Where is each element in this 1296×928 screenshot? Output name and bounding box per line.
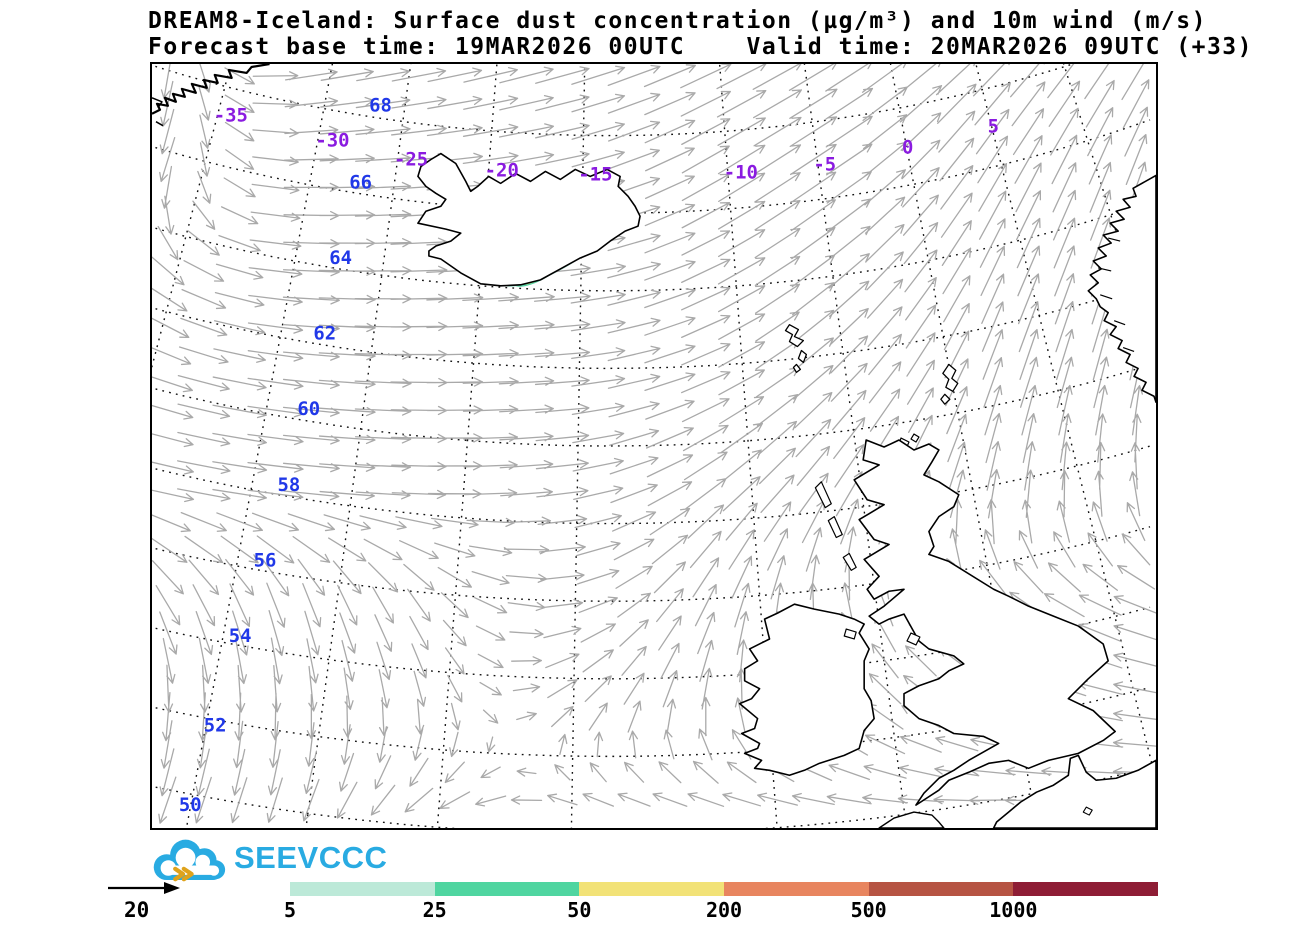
coastline: [1098, 237, 1135, 353]
legend-tick-label: 500: [850, 898, 887, 922]
legend-color-segment: [1013, 882, 1159, 896]
longitude-label: -20: [485, 159, 519, 181]
coastline: [738, 603, 875, 777]
latitude-label: 68: [369, 95, 392, 117]
map-labels-layer: -35 -30 -25 -20 -15 -10 -5 0 5 68 66 64 62 60 58 56 54 52…: [179, 95, 999, 816]
latitude-label: 52: [204, 715, 227, 737]
longitude-label: -10: [724, 161, 758, 183]
coastline: [992, 754, 1156, 828]
chevron-icon: [173, 866, 194, 882]
coastline: [152, 97, 164, 127]
legend-color-segment: [434, 882, 580, 896]
latitude-label: 58: [278, 474, 301, 496]
coastline: [784, 323, 808, 374]
latitude-label: 60: [297, 398, 320, 420]
coastline: [1082, 806, 1093, 816]
cloud-icon: [153, 839, 226, 882]
longitude-label: 0: [902, 137, 913, 159]
legend-color-bar: [290, 882, 1159, 896]
legend-tick-label: 1000: [989, 898, 1038, 922]
legend-color-segment: [724, 882, 869, 896]
logo-text: SEEVCCC: [234, 840, 388, 875]
graticule-layer: [152, 64, 1156, 828]
legend-tick-label: 5: [283, 898, 297, 922]
wind-reference: 20: [100, 874, 240, 924]
seevccc-logo: SEEVCCC: [146, 836, 406, 888]
coastline: [843, 628, 857, 640]
legend-color-segment: [290, 882, 435, 896]
coastline: [940, 363, 959, 405]
coastline: [878, 811, 945, 828]
latitude-label: 56: [254, 549, 277, 571]
longitude-label: -30: [315, 130, 349, 152]
legend-color-segment: [579, 882, 725, 896]
map-subtitle: Forecast base time: 19MAR2026 00UTC Vali…: [148, 34, 1253, 60]
longitude-label: -5: [813, 153, 836, 175]
coastline: [814, 481, 857, 571]
longitude-label: 5: [988, 116, 999, 138]
latitude-label: 50: [179, 794, 202, 816]
coastline: [1087, 174, 1156, 404]
map-frame: -35 -30 -25 -20 -15 -10 -5 0 5 68 66 64 62 60 58 56 54 52…: [150, 62, 1158, 830]
longitude-label: -15: [578, 163, 612, 185]
latitude-label: 64: [329, 247, 352, 269]
longitude-label: -35: [214, 105, 248, 127]
legend-color-segment: [868, 882, 1014, 896]
legend-row: 20 5 25 50 200 500 1000: [0, 870, 1296, 925]
map-title: DREAM8-Iceland: Surface dust concentrati…: [148, 8, 1207, 34]
latitude-label: 66: [349, 171, 372, 193]
legend-tick-label: 200: [705, 898, 743, 922]
legend-tick-labels: 5 25 50 200 500 1000: [284, 898, 1158, 924]
latitude-label: 54: [229, 625, 252, 647]
title-block: DREAM8-Iceland: Surface dust concentrati…: [148, 8, 1253, 60]
legend-tick-label: 50: [567, 898, 592, 922]
latitude-label: 62: [313, 323, 336, 345]
longitude-label: -25: [394, 148, 428, 170]
wind-reference-label: 20: [124, 898, 150, 922]
wind-reference-arrow-icon: [108, 882, 180, 894]
graticule-lines: [152, 64, 1156, 828]
coastline: [152, 64, 270, 115]
legend-tick-label: 25: [422, 898, 447, 922]
map-canvas: -35 -30 -25 -20 -15 -10 -5 0 5 68 66 64 62 60 58 56 54 52…: [152, 64, 1156, 828]
coastline-layer: [152, 64, 1156, 828]
coastline: [417, 152, 641, 287]
coastline: [853, 439, 1116, 806]
coastline: [906, 632, 921, 646]
